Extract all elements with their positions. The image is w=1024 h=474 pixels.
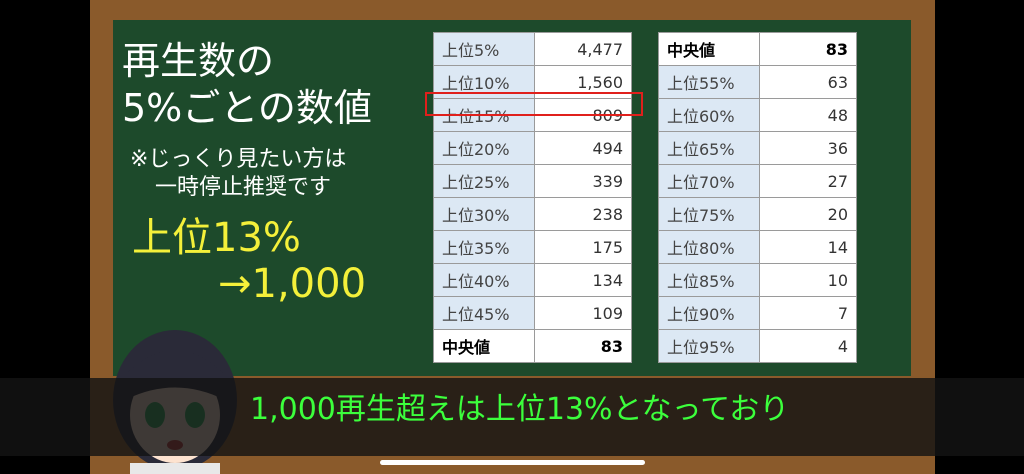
view-count: 494 [534, 131, 632, 165]
table-row: 上位35% 175 [433, 230, 632, 264]
rank-label: 上位65% [658, 131, 760, 165]
heading: 再生数の [122, 39, 275, 83]
table-row: 上位40% 134 [433, 263, 632, 297]
view-count: 83 [534, 329, 632, 363]
note: ※じっくり見たい方は [130, 147, 347, 172]
table-row: 中央値 83 [658, 32, 857, 66]
view-count: 238 [534, 197, 632, 231]
table-right: 中央値 83 上位55% 63 上位60% 48 上位65% 36 上位70% 27 上位75% 20… [658, 32, 857, 363]
table-row: 上位20% 494 [433, 131, 632, 165]
home-indicator [380, 460, 645, 465]
table-row: 上位85% 10 [658, 263, 857, 297]
view-count: 83 [759, 32, 857, 66]
table-row: 上位80% 14 [658, 230, 857, 264]
rank-label: 上位40% [433, 263, 535, 297]
view-count: 10 [759, 263, 857, 297]
view-count: 339 [534, 164, 632, 198]
rank-label: 上位30% [433, 197, 535, 231]
rank-label: 中央値 [433, 329, 535, 363]
table-row: 中央値 83 [433, 329, 632, 363]
subtitle-bar [0, 378, 1024, 456]
table-left: 上位5% 4,477 上位10% 1,560 上位15% 809 上位20% 494 上位25%… [433, 32, 632, 363]
rank-label: 上位80% [658, 230, 760, 264]
rank-label: 上位70% [658, 164, 760, 198]
rank-label: 上位55% [658, 65, 760, 99]
rank-label: 上位85% [658, 263, 760, 297]
view-count: 27 [759, 164, 857, 198]
table-row: 上位65% 36 [658, 131, 857, 165]
rank-label: 上位95% [658, 329, 760, 363]
view-count: 63 [759, 65, 857, 99]
rank-label: 上位25% [433, 164, 535, 198]
table-row: 上位75% 20 [658, 197, 857, 231]
highlight: 上位13% [132, 215, 301, 261]
table-row: 上位55% 63 [658, 65, 857, 99]
table-row: 上位5% 4,477 [433, 32, 632, 66]
highlight-box [425, 92, 643, 116]
view-count: 4,477 [534, 32, 632, 66]
view-count: 14 [759, 230, 857, 264]
table-row: 上位90% 7 [658, 296, 857, 330]
rank-label: 上位5% [433, 32, 535, 66]
rank-label: 上位35% [433, 230, 535, 264]
rank-label: 中央値 [658, 32, 760, 66]
table-row: 上位30% 238 [433, 197, 632, 231]
view-count: 134 [534, 263, 632, 297]
note: 一時停止推奨です [155, 175, 332, 200]
view-count: 48 [759, 98, 857, 132]
view-count: 7 [759, 296, 857, 330]
table-row: 上位70% 27 [658, 164, 857, 198]
view-count: 4 [759, 329, 857, 363]
rank-label: 上位90% [658, 296, 760, 330]
view-count: 36 [759, 131, 857, 165]
rank-label: 上位20% [433, 131, 535, 165]
rank-label: 上位45% [433, 296, 535, 330]
table-row: 上位45% 109 [433, 296, 632, 330]
table-row: 上位95% 4 [658, 329, 857, 363]
view-count: 109 [534, 296, 632, 330]
rank-label: 上位60% [658, 98, 760, 132]
view-count: 175 [534, 230, 632, 264]
heading: 5%ごとの数値 [122, 86, 372, 130]
table-row: 上位25% 339 [433, 164, 632, 198]
subtitle: 1,000再生超えは上位13%となっており [250, 392, 790, 427]
highlight: →1,000 [218, 261, 367, 307]
table-row: 上位60% 48 [658, 98, 857, 132]
rank-label: 上位75% [658, 197, 760, 231]
view-count: 20 [759, 197, 857, 231]
